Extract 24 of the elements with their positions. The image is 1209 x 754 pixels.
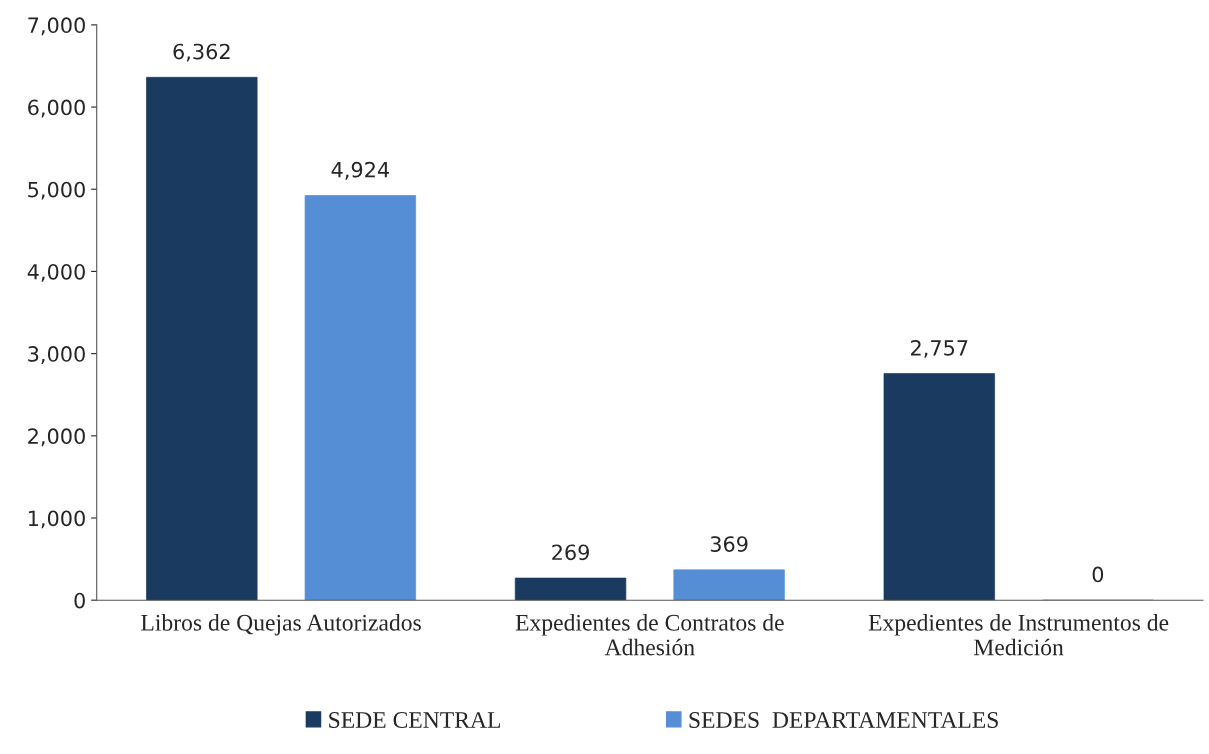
x-tick-label: Expedientes de Contratos de Adhesión bbox=[515, 614, 784, 656]
y-tick-label: 7,000 bbox=[28, 17, 85, 36]
bar bbox=[146, 76, 258, 601]
y-tick-label: 3,000 bbox=[28, 346, 85, 364]
x-tick-label: Libros de Quejas Autorizados bbox=[141, 614, 421, 636]
y-tick-label: 0 bbox=[74, 592, 85, 609]
bar bbox=[514, 577, 627, 601]
legend-label: SEDE CENTRAL bbox=[329, 712, 500, 728]
data-label: 269 bbox=[552, 544, 589, 561]
data-label: 2,757 bbox=[911, 339, 968, 358]
data-label: 0 bbox=[1092, 566, 1104, 583]
y-tick-label: 6,000 bbox=[28, 99, 85, 118]
bar bbox=[304, 195, 417, 601]
y-tick-label: 5,000 bbox=[28, 181, 85, 200]
x-tick-label: Expedientes de Instrumentos de Medición bbox=[868, 614, 1169, 656]
data-label: 369 bbox=[710, 536, 748, 552]
y-tick-label: 2,000 bbox=[28, 428, 85, 447]
y-tick-label: 1,000 bbox=[28, 510, 85, 529]
legend-label: SEDES DEPARTAMENTALES bbox=[689, 712, 998, 728]
data-label: 6,362 bbox=[173, 43, 230, 62]
data-label: 4,924 bbox=[331, 161, 390, 180]
bar bbox=[883, 373, 995, 601]
bar bbox=[673, 569, 785, 601]
y-tick-label: 4,000 bbox=[27, 263, 85, 282]
